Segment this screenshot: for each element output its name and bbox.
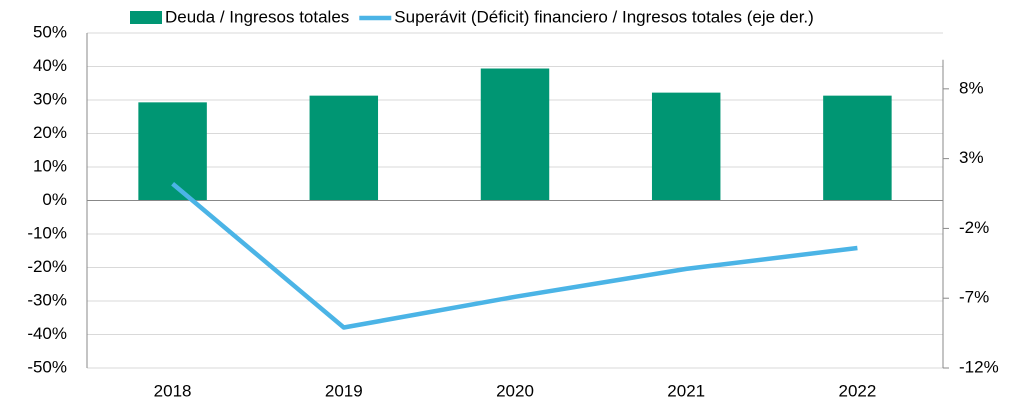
y-tick-label: 40% [33, 56, 67, 75]
bar [823, 95, 892, 201]
x-tick-label: 2019 [325, 381, 363, 400]
y-tick-label: 20% [33, 123, 67, 142]
y-tick-label: 50% [33, 22, 67, 41]
y2-tick-label: -2% [959, 218, 989, 237]
bar [309, 95, 379, 201]
legend-swatch [130, 11, 162, 24]
y-tick-label: 0% [42, 190, 67, 209]
y2-tick-label: 8% [959, 78, 984, 97]
y-tick-label: -40% [27, 324, 67, 343]
y-tick-label: 30% [33, 89, 67, 108]
line [171, 182, 858, 330]
y-tick-label: 10% [33, 156, 67, 175]
y-tick-label: -20% [27, 257, 67, 276]
x-tick-label: 2020 [496, 381, 534, 400]
y2-tick-label: 3% [959, 148, 984, 167]
y2-tick-label: -7% [959, 288, 989, 307]
y-tick-label: -50% [27, 357, 67, 376]
legend-label: Superávit (Déficit) financiero / Ingreso… [394, 7, 814, 26]
bar [480, 68, 550, 201]
x-tick-label: 2021 [667, 381, 705, 400]
x-tick-label: 2022 [838, 381, 876, 400]
y-tick-label: -10% [27, 223, 67, 242]
bar [651, 92, 721, 201]
legend-label: Deuda / Ingresos totales [165, 7, 349, 26]
y-tick-label: -30% [27, 290, 67, 309]
x-tick-label: 2018 [154, 381, 192, 400]
y2-tick-label: -12% [959, 357, 999, 376]
